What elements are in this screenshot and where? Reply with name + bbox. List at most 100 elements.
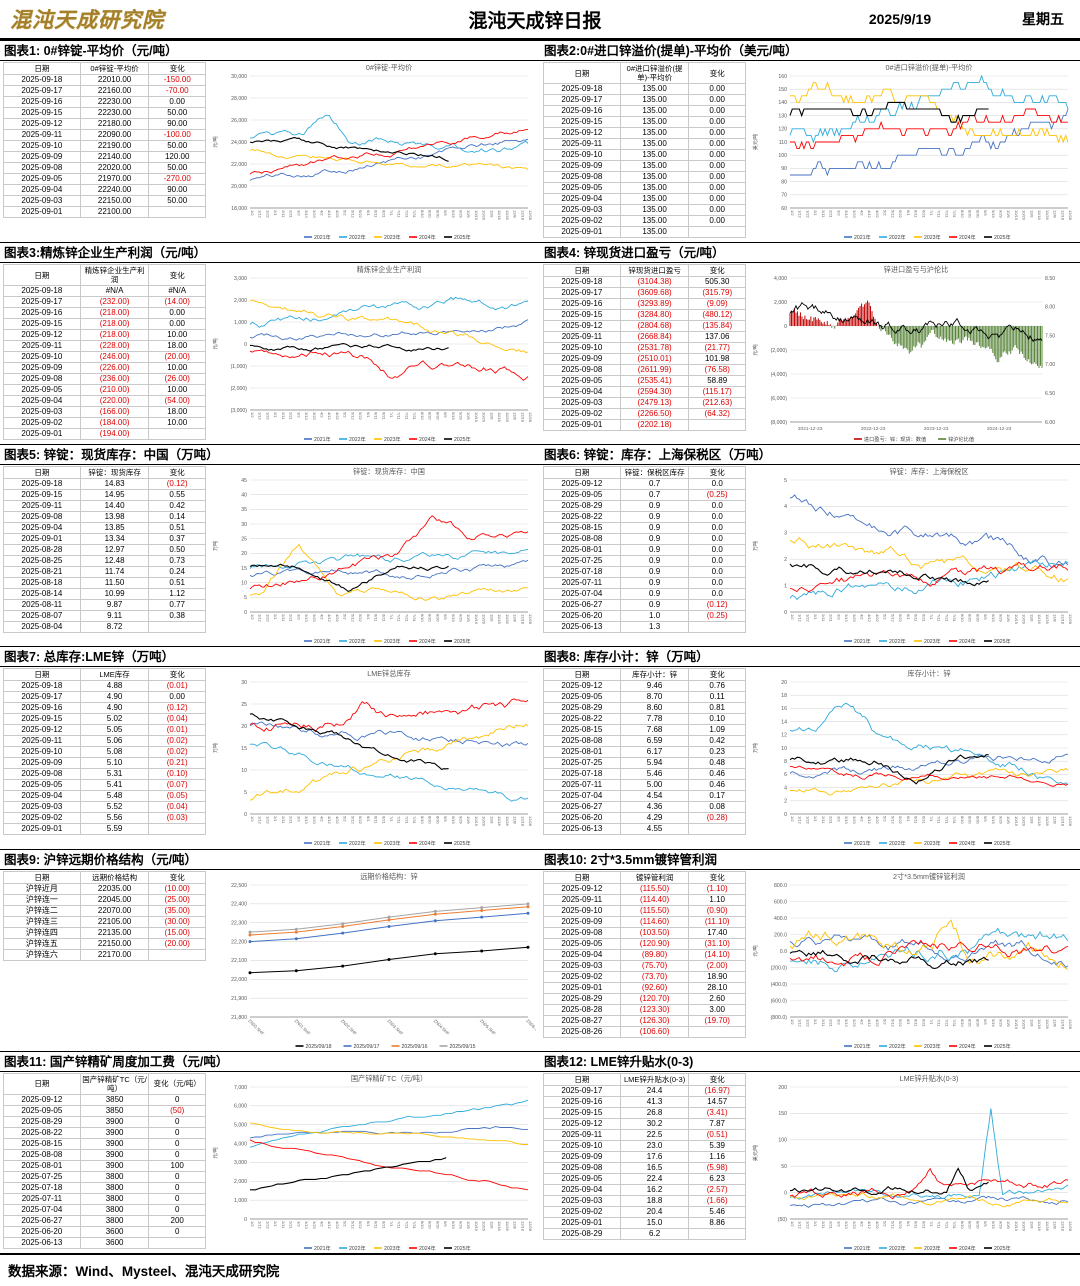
table-row: 2025-09-03 5.52 (0.04) xyxy=(3,801,206,814)
svg-text:9/9: 9/9 xyxy=(443,412,448,418)
svg-text:2: 2 xyxy=(784,557,787,563)
col-header: 0#进口锌溢价(提单)-平均价 xyxy=(619,62,690,84)
cell-date: 2025-09-01 xyxy=(3,533,81,546)
svg-text:锌沪伦比值: 锌沪伦比值 xyxy=(948,435,974,443)
svg-text:11/18: 11/18 xyxy=(1037,614,1042,624)
svg-text:26,000: 26,000 xyxy=(231,118,247,124)
svg-text:9/29: 9/29 xyxy=(999,816,1004,825)
svg-text:2/21: 2/21 xyxy=(829,1019,834,1028)
cell-date: 2025-09-15 xyxy=(543,116,621,128)
svg-text:5/2: 5/2 xyxy=(343,1221,348,1227)
report-header: 混沌天成研究院 混沌天成锌日报 2025/9/19 星期五 xyxy=(0,0,1080,40)
cell-change: 0 xyxy=(148,1126,206,1139)
series-2024年 xyxy=(249,698,529,733)
svg-text:7/31: 7/31 xyxy=(952,816,957,825)
svg-text:12/18: 12/18 xyxy=(1060,614,1065,625)
cell-value: 22180.00 xyxy=(79,118,150,130)
table-row: 2025-09-05 (120.90) (31.10) xyxy=(543,937,746,950)
cell-value: (92.60) xyxy=(619,981,690,994)
cell-change: 90.00 xyxy=(148,184,206,196)
cell-change: 0.10 xyxy=(688,713,746,726)
table-row: 沪锌连六 22170.00 xyxy=(3,948,206,961)
series-2025年 xyxy=(249,563,449,593)
chart-legend: 进口盈亏：锌：现货：数值 锌沪伦比值 xyxy=(853,435,974,443)
cell-change: (0.10) xyxy=(148,768,206,781)
cell-date: 2025-09-08 xyxy=(543,171,621,183)
svg-text:2023年: 2023年 xyxy=(384,1244,401,1252)
svg-text:1,000: 1,000 xyxy=(234,1198,247,1204)
svg-text:7.50: 7.50 xyxy=(1045,334,1055,340)
svg-text:4/2: 4/2 xyxy=(860,1019,865,1025)
svg-text:2021年: 2021年 xyxy=(854,1042,871,1050)
svg-text:3/23: 3/23 xyxy=(312,614,317,623)
cell-value: 4.36 xyxy=(619,801,690,814)
cell-change: 0.00 xyxy=(688,204,746,216)
col-header: 日期 xyxy=(543,668,621,682)
cell-change: 50.00 xyxy=(148,107,206,119)
table-row: 2025-08-01 0.9 0.0 xyxy=(543,544,746,557)
svg-text:12/18: 12/18 xyxy=(1060,816,1065,827)
table-row: 2025-08-11 9.87 0.77 xyxy=(3,599,206,612)
cell-value: 3900 xyxy=(79,1148,150,1161)
svg-text:11/18: 11/18 xyxy=(497,412,502,422)
svg-text:12/18: 12/18 xyxy=(520,210,525,221)
svg-text:7/31: 7/31 xyxy=(412,210,417,219)
svg-text:10: 10 xyxy=(241,768,247,774)
svg-text:8/10: 8/10 xyxy=(420,1221,425,1230)
section-heading: 图表11: 国产锌精矿周度加工费（元/吨） xyxy=(0,1052,540,1072)
svg-text:ZN00.SHF: ZN00.SHF xyxy=(247,1018,265,1036)
cell-date: 2025-09-02 xyxy=(543,408,621,421)
cell-change: 0 xyxy=(148,1181,206,1194)
table-row: 2025-09-05 3850 (50) xyxy=(3,1104,206,1117)
svg-text:7/11: 7/11 xyxy=(397,614,402,622)
col-header: 国产锌精矿TC（元/吨） xyxy=(79,1072,150,1095)
cell-date: 沪锌连三 xyxy=(3,915,81,928)
svg-text:11/18: 11/18 xyxy=(497,210,502,220)
svg-text:12/8: 12/8 xyxy=(1053,1221,1058,1230)
svg-text:2/11: 2/11 xyxy=(821,614,826,622)
svg-text:7/11: 7/11 xyxy=(937,1019,942,1027)
col-header: 库存小计：锌 xyxy=(619,668,690,682)
svg-text:10: 10 xyxy=(781,746,787,752)
cell-value: (228.00) xyxy=(79,340,150,353)
series-ratio-line xyxy=(789,302,1043,343)
table-row: 2025-09-17 4.90 0.00 xyxy=(3,691,206,704)
svg-text:10/19: 10/19 xyxy=(474,412,479,423)
svg-text:2022年: 2022年 xyxy=(889,233,906,241)
cell-change: 505.30 xyxy=(688,276,746,289)
cell-value: (2594.30) xyxy=(619,386,690,399)
cell-date: 2025-09-09 xyxy=(543,1150,621,1163)
data-table: 日期 锌锭：现货库存 变化 2025-09-18 14.83 (0.12) 2025-09-… xyxy=(3,466,206,634)
table-header-row: 日期 锌锭：现货库存 变化 xyxy=(3,466,206,480)
svg-text:8/20: 8/20 xyxy=(428,816,433,825)
cell-date: 2025-09-01 xyxy=(543,981,621,994)
cell-date: 2025-09-12 xyxy=(543,1117,621,1130)
cell-value: 21970.00 xyxy=(79,173,150,185)
svg-text:6.00: 6.00 xyxy=(1045,420,1055,426)
cell-value: 4.88 xyxy=(79,680,150,693)
svg-text:9/19: 9/19 xyxy=(451,412,456,421)
cell-value: 18.8 xyxy=(619,1194,690,1207)
table-row: 2025-07-18 5.46 0.46 xyxy=(543,768,746,781)
cell-date: 2025-09-03 xyxy=(543,1194,621,1207)
cell-date: 2025-08-14 xyxy=(3,588,81,601)
cell-value: (2804.68) xyxy=(619,320,690,333)
cell-date: 2025-08-29 xyxy=(543,992,621,1005)
svg-text:12/28: 12/28 xyxy=(1068,1221,1073,1232)
cell-value: 8.70 xyxy=(619,691,690,704)
svg-text:8/10: 8/10 xyxy=(960,1221,965,1230)
svg-text:5/2: 5/2 xyxy=(343,210,348,216)
table-row: 2025-09-11 14.40 0.42 xyxy=(3,500,206,513)
svg-text:1/2: 1/2 xyxy=(790,614,795,620)
cell-change: (0.02) xyxy=(148,735,206,748)
svg-text:2025年: 2025年 xyxy=(454,435,471,443)
chart-x-axis-labels: 1/2 1/12 1/22 2/1 2/11 2/21 3/3 3/13 3/23 4/2 4/12… xyxy=(250,210,533,221)
report-section-5: 图表5: 锌锭：现货库存：中国（万吨） 日期 锌锭：现货库存 变化 2025-09-18… xyxy=(0,444,540,646)
svg-text:0: 0 xyxy=(244,812,247,818)
data-table: 日期 0#锌锭-平均价 变化 2025-09-18 22010.00 -150.00 202… xyxy=(3,62,206,218)
svg-text:22,200: 22,200 xyxy=(231,939,247,945)
svg-text:1/12: 1/12 xyxy=(798,210,803,219)
svg-text:8: 8 xyxy=(784,759,787,765)
table-row: 2025-09-03 (75.70) (2.00) xyxy=(543,959,746,972)
